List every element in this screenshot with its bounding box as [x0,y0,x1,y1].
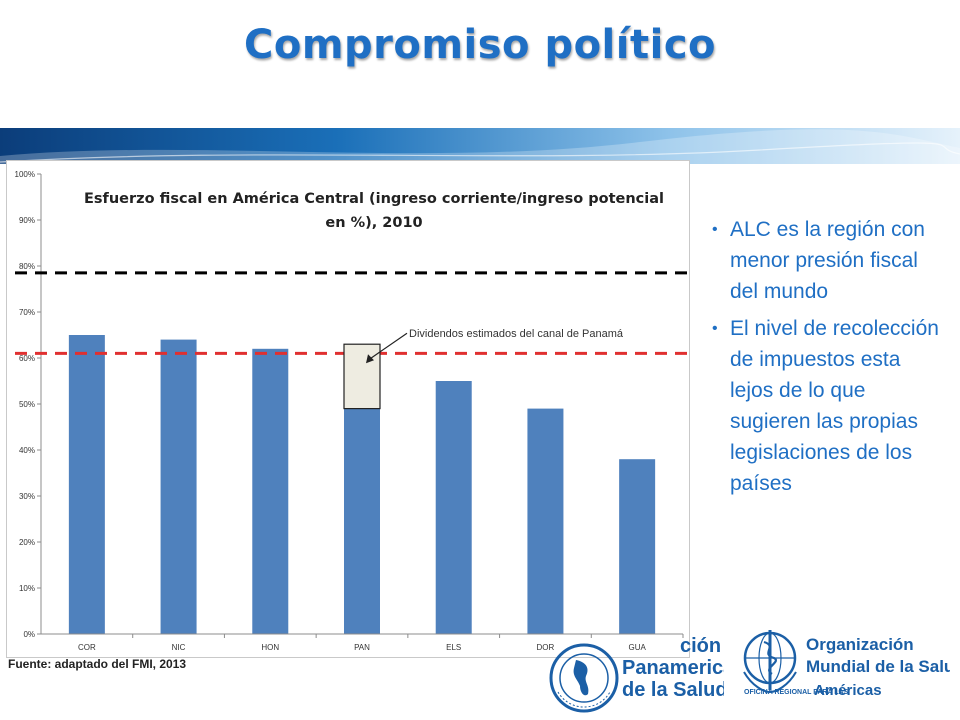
x-tick-label: DOR [537,643,555,652]
y-axis: 0% 10% 20% 30% 40% 50% 60% 70% 80% 90% 100% [15,170,42,639]
bar-hon [252,348,289,634]
bullet-text: ALC es la región con menor presión fisca… [730,218,925,303]
bar-pan [344,408,380,634]
x-tick-label: COR [78,643,96,652]
annotation-group: Dividendos estimados del canal de Panamá [343,328,624,410]
y-tick-label: 70% [19,308,35,317]
who-americas-line: Américas [814,682,882,699]
x-tick-label: NIC [172,643,186,652]
bullet-item: • ALC es la región con menor presión fisc… [708,214,948,307]
who-regional-line: OFICINA REGIONAL PARA LAS [744,689,849,696]
y-tick-label: 60% [19,354,35,363]
y-tick-label: 30% [19,492,35,501]
who-name-line-2: Mundial de la Salud [806,657,950,676]
x-tick-label: PAN [354,643,370,652]
y-tick-label: 80% [19,262,35,271]
bullet-text: El nivel de recolección de impuestos est… [730,317,939,495]
bullet-dot-icon: • [712,320,718,337]
who-logo: Organización Mundial de la Salud OFICINA… [743,630,950,699]
bar-cor [68,335,105,634]
reference-lines [15,271,687,355]
bar-dor [527,408,564,634]
y-tick-label: 10% [19,584,35,593]
chart-frame: Esfuerzo fiscal en América Central (ingr… [6,160,690,658]
y-tick-label: 0% [23,630,35,639]
slide-title: Compromiso político [243,22,717,68]
bullet-item: • El nivel de recolección de impuestos es… [708,313,948,499]
bar-nic [160,339,197,634]
who-emblem-icon [743,630,797,694]
annotation-arrow-line [367,332,408,361]
paho-name-line-3: de la Salud [622,679,724,701]
annotation-label: Dividendos estimados del canal de Panamá [409,328,624,340]
y-tick-label: 50% [19,400,35,409]
y-tick-label: 20% [19,538,35,547]
paho-name-line-1: ción [680,635,721,657]
annotation-arrowhead-icon [366,354,374,364]
x-axis: COR NIC HON PAN ELS DOR GUA [41,633,684,652]
x-tick-label: HON [261,643,279,652]
paho-name-line-2: Panamericana [622,657,724,679]
bullet-list: • ALC es la región con menor presión fisc… [708,214,948,505]
paho-emblem-icon [549,643,619,713]
bar-gua [619,459,656,634]
y-tick-label: 90% [19,216,35,225]
bar-chart: Esfuerzo fiscal en América Central (ingr… [15,170,687,652]
paho-logo: ción Panamericana de la Salud [549,635,724,713]
y-tick-label: 100% [15,170,35,179]
x-tick-label: GUA [628,643,646,652]
y-tick-label: 40% [19,446,35,455]
bar-els [435,381,472,634]
bullet-dot-icon: • [712,221,718,238]
canal-dividend-box [343,343,381,410]
header-banner [0,128,960,164]
chart-title-line-2: en %), 2010 [325,215,422,231]
x-tick-label: ELS [446,643,461,652]
chart-title-line-1: Esfuerzo fiscal en América Central (ingr… [84,191,664,207]
who-name-line-1: Organización [806,635,914,654]
bars-group [68,335,656,634]
source-note: Fuente: adaptado del FMI, 2013 [8,657,187,671]
